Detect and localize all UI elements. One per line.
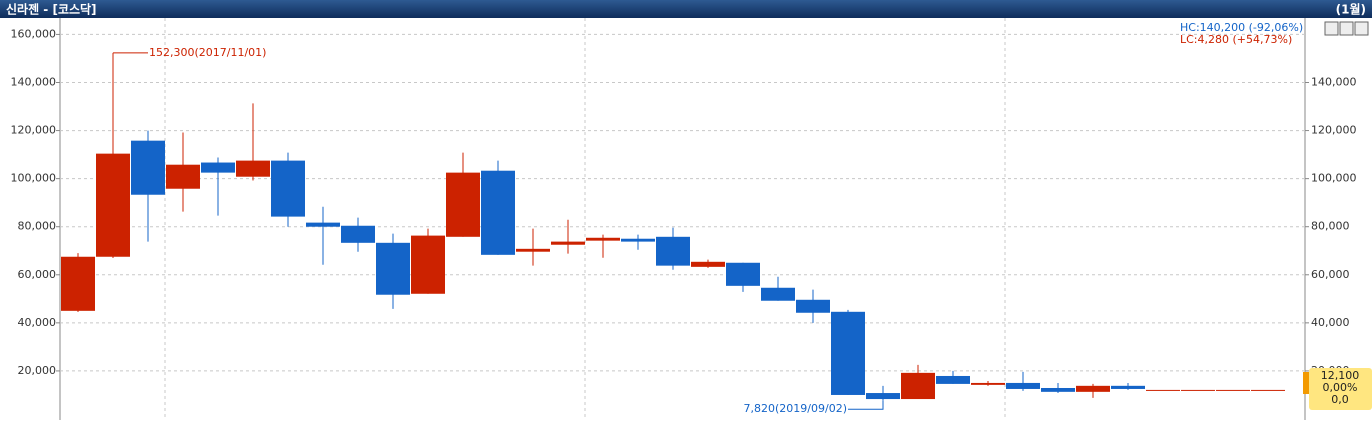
candle-body (586, 237, 620, 241)
candle-body (1181, 389, 1215, 391)
candle-body (306, 222, 340, 227)
annotation-line (848, 400, 884, 410)
title-bar (0, 0, 1372, 18)
candle-body (166, 164, 200, 189)
candle-body (971, 382, 1005, 385)
button[interactable] (1324, 21, 1339, 36)
candle-body (1006, 382, 1040, 389)
y-tick-label: 40,000 (18, 316, 57, 329)
candle-body (1146, 389, 1180, 391)
candle-body (96, 153, 130, 257)
y2-tick-label: 120,000 (1311, 124, 1357, 137)
y-tick-label: 160,000 (11, 27, 57, 40)
y-tick-label: 100,000 (11, 172, 57, 185)
button[interactable] (1354, 21, 1369, 36)
candle-body (1111, 385, 1145, 389)
y2-tick-label: 140,000 (1311, 75, 1357, 88)
last-box (1309, 368, 1372, 410)
candle-body (481, 170, 515, 255)
button[interactable] (1339, 21, 1354, 36)
y-tick-label: 60,000 (18, 268, 57, 281)
candle-body (131, 140, 165, 195)
y2-tick-label: 80,000 (1311, 220, 1350, 233)
y-tick-label: 120,000 (11, 124, 57, 137)
y-tick-label: 140,000 (11, 75, 57, 88)
high-annotation: 152,300(2017/11/01) (149, 46, 266, 59)
candle-body (691, 261, 725, 267)
candle-body (61, 256, 95, 311)
candle-body (866, 393, 900, 400)
candle-body (446, 172, 480, 237)
candle-body (201, 162, 235, 173)
candle-body (1251, 389, 1285, 391)
window-title: 신라젠 - [코스닥] (6, 2, 97, 17)
candle-body (411, 235, 445, 294)
low-annotation: 7,820(2019/09/02) (744, 402, 847, 415)
candle-body (901, 372, 935, 400)
candle-body (831, 311, 865, 395)
candle-body (551, 241, 585, 245)
hc-label: HC:140,200 (-92,06%) (1180, 21, 1303, 34)
candle-body (236, 160, 270, 177)
candle-body (1041, 387, 1075, 392)
last-box-text: 0,0 (1331, 393, 1349, 406)
candle-body (936, 375, 970, 384)
lc-label: LC:4,280 (+54,73%) (1180, 33, 1292, 46)
y2-tick-label: 60,000 (1311, 268, 1350, 281)
period-label: (1월) (1336, 2, 1366, 17)
candle-body (656, 236, 690, 266)
y-tick-label: 80,000 (18, 220, 57, 233)
candle-body (726, 262, 760, 286)
y2-tick-label: 100,000 (1311, 172, 1357, 185)
last-box-text: 12,100 (1321, 369, 1360, 382)
last-box-text: 0,00% (1323, 381, 1358, 394)
candle-body (376, 242, 410, 295)
candle-body (516, 248, 550, 252)
candle-body (1216, 389, 1250, 391)
candle-body (761, 287, 795, 301)
window-buttons[interactable] (1324, 21, 1369, 36)
candle-body (271, 160, 305, 217)
last-marker (1303, 372, 1309, 394)
y-tick-label: 20,000 (18, 364, 57, 377)
candle-body (341, 225, 375, 243)
candle-body (796, 299, 830, 313)
candle-body (1076, 385, 1110, 392)
y2-tick-label: 40,000 (1311, 316, 1350, 329)
candle-body (621, 238, 655, 242)
